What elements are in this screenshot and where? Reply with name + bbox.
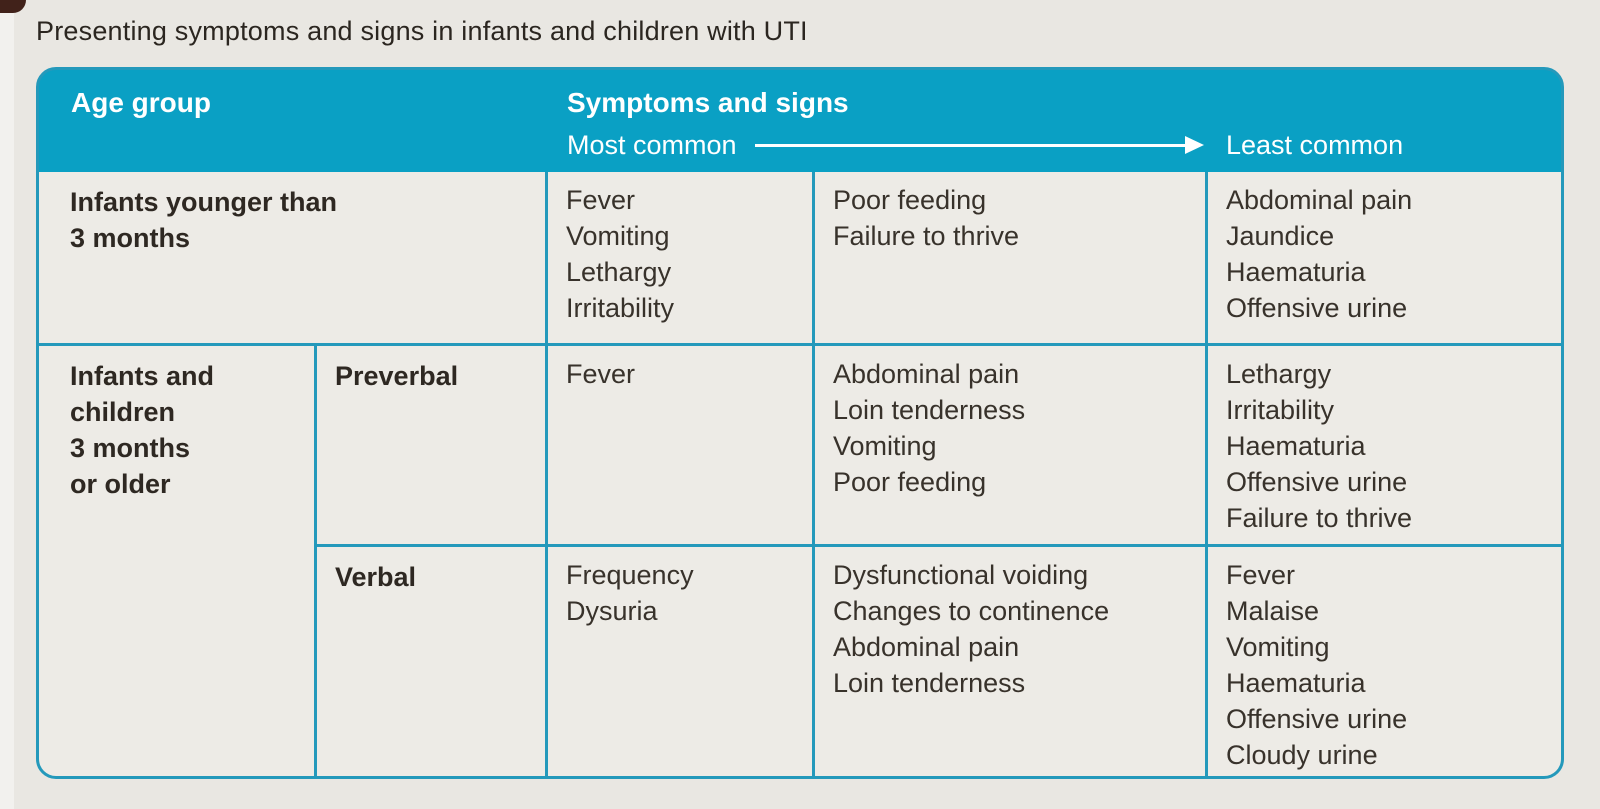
cell-row2-common: Abdominal pain Loin tenderness Vomiting … bbox=[815, 346, 1205, 544]
scan-artifact-corner bbox=[0, 0, 26, 13]
cell-verbal-label: Verbal bbox=[317, 547, 545, 776]
cell-row1-most-common: Fever Vomiting Lethargy Irritability bbox=[548, 172, 812, 343]
cell-preverbal-label: Preverbal bbox=[317, 346, 545, 544]
scan-edge-strip bbox=[0, 0, 14, 809]
col-header-age-group: Age group bbox=[71, 87, 211, 118]
cell-row1-common: Poor feeding Failure to thrive bbox=[815, 172, 1205, 343]
arrow-right-icon bbox=[1185, 136, 1204, 154]
cell-row2-most-common: Fever bbox=[548, 346, 812, 544]
least-common-label: Least common bbox=[1226, 129, 1404, 160]
commonality-scale: Most common Least common bbox=[546, 127, 1561, 163]
most-common-scale-left: Most common bbox=[546, 130, 1204, 161]
cell-age-infants-younger-3-months: Infants younger than 3 months bbox=[39, 172, 545, 343]
cell-row3-least-common: Fever Malaise Vomiting Haematuria Offens… bbox=[1208, 547, 1561, 776]
page-title: Presenting symptoms and signs in infants… bbox=[36, 16, 808, 46]
table-body: Infants younger than 3 months Fever Vomi… bbox=[39, 172, 1561, 776]
col-header-symptoms-and-signs: Symptoms and signs bbox=[567, 87, 849, 118]
table-header-band: Age group Symptoms and signs Most common… bbox=[39, 70, 1561, 172]
cell-row1-least-common: Abdominal pain Jaundice Haematuria Offen… bbox=[1208, 172, 1561, 343]
cell-row3-common: Dysfunctional voiding Changes to contine… bbox=[815, 547, 1205, 776]
uti-symptoms-table: Age group Symptoms and signs Most common… bbox=[36, 67, 1564, 779]
cell-row3-most-common: Frequency Dysuria bbox=[548, 547, 812, 776]
cell-row2-least-common: Lethargy Irritability Haematuria Offensi… bbox=[1208, 346, 1561, 544]
arrow-line bbox=[754, 143, 1185, 147]
most-common-label: Most common bbox=[567, 129, 737, 160]
cell-age-infants-children-3-months-older: Infants and children 3 months or older bbox=[39, 346, 314, 776]
